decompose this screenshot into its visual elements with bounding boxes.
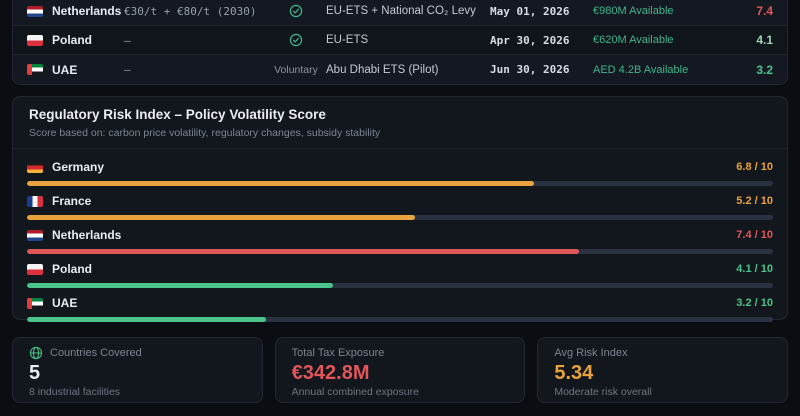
- globe-icon: [29, 346, 43, 360]
- scheme-cell: EU-ETS + National CO₂ Levy: [326, 5, 476, 17]
- flag-pl-icon: [27, 263, 43, 275]
- risk-chart: Germany 6.8 / 10 France 5.2 / 10 Netherlands…: [13, 149, 787, 322]
- risk-country-label: Poland: [52, 262, 93, 276]
- risk-bar-header: France 5.2 / 10: [27, 193, 773, 209]
- table-row[interactable]: Poland – EU-ETS Apr 30, 2026 €620M Available…: [13, 26, 787, 55]
- risk-bar-header: UAE 3.2 / 10: [27, 295, 773, 311]
- risk-bar-track: [27, 249, 773, 254]
- country-name: Netherlands: [52, 4, 122, 18]
- carbon-price-cell: –: [124, 63, 131, 76]
- risk-card-subtitle: Score based on: carbon price volatility,…: [29, 127, 381, 139]
- risk-bar-track: [27, 317, 773, 322]
- risk-bar-row: Germany 6.8 / 10: [27, 159, 773, 186]
- risk-score-label: 7.4 / 10: [736, 229, 773, 241]
- flag-nl-icon: [27, 5, 43, 17]
- risk-score-label: 6.8 / 10: [736, 161, 773, 173]
- risk-bar-track: [27, 181, 773, 186]
- stat-value: 5: [29, 362, 41, 384]
- risk-bar-fill: [27, 317, 266, 322]
- scheme-cell: EU-ETS: [326, 34, 369, 46]
- risk-bar-fill: [27, 181, 535, 186]
- risk-bar-header: Poland 4.1 / 10: [27, 261, 773, 277]
- flag-ae-icon: [27, 64, 43, 75]
- scheme-cell: Abu Dhabi ETS (Pilot): [326, 63, 439, 76]
- flag-nl-icon: [27, 229, 43, 241]
- risk-index-card: Regulatory Risk Index – Policy Volatilit…: [12, 96, 788, 322]
- risk-bar-fill: [27, 283, 333, 288]
- stat-label: Total Tax Exposure: [291, 347, 385, 359]
- country-name: Poland: [52, 33, 93, 47]
- risk-bar-header: Netherlands 7.4 / 10: [27, 227, 773, 243]
- country-cell: Poland: [27, 33, 124, 47]
- stat-value: 5.34: [554, 362, 594, 384]
- stat-card-1: Countries Covered 5 8 industrial facilitie…: [12, 337, 263, 403]
- table-row[interactable]: Netherlands €30/t + €80/t (2030) EU-ETS + …: [13, 0, 787, 26]
- risk-score-label: 3.2 / 10: [736, 297, 773, 309]
- risk-bar-row: France 5.2 / 10: [27, 193, 773, 220]
- stat-subtext: Moderate risk overall: [554, 386, 652, 398]
- country-cell: UAE: [27, 63, 124, 77]
- check-circle-icon: [289, 33, 303, 47]
- available-cell: €980M Available: [593, 5, 674, 17]
- flag-de-icon: [27, 161, 43, 173]
- risk-bar-fill: [27, 215, 415, 220]
- status-cell: [266, 33, 326, 47]
- stat-card-2: Total Tax Exposure €342.8M Annual combined…: [274, 337, 526, 403]
- carbon-price-cell: –: [124, 33, 131, 47]
- stat-label-row: Total Tax Exposure: [292, 346, 509, 360]
- risk-bar-track: [27, 215, 773, 220]
- risk-bar-row: UAE 3.2 / 10: [27, 295, 773, 322]
- available-cell: €620M Available: [593, 34, 674, 46]
- stat-label-row: Avg Risk Index: [554, 346, 771, 360]
- risk-country-label: Germany: [52, 160, 105, 174]
- status-cell: Voluntary: [266, 64, 326, 76]
- stats-row: Countries Covered 5 8 industrial facilitie…: [12, 337, 789, 403]
- risk-bar-fill: [27, 249, 580, 254]
- flag-pl-icon: [27, 34, 43, 46]
- risk-bar-track: [27, 283, 773, 288]
- risk-score-label: 5.2 / 10: [736, 195, 773, 207]
- available-cell: AED 4.2B Available: [593, 63, 689, 76]
- risk-bar-row: Poland 4.1 / 10: [27, 261, 773, 288]
- carbon-price-cell: €30/t + €80/t (2030): [124, 4, 257, 18]
- country-cell: Netherlands: [27, 4, 124, 18]
- stat-card-3: Avg Risk Index 5.34 Moderate risk overall: [537, 337, 789, 403]
- table-row[interactable]: UAE – Voluntary Abu Dhabi ETS (Pilot) Jun 30…: [13, 55, 787, 84]
- compliance-table: Netherlands €30/t + €80/t (2030) EU-ETS + …: [12, 0, 788, 85]
- risk-card-header: Regulatory Risk Index – Policy Volatilit…: [13, 97, 787, 149]
- score-cell: 7.4: [756, 4, 773, 18]
- country-name: UAE: [52, 62, 78, 77]
- risk-card-title: Regulatory Risk Index – Policy Volatilit…: [29, 107, 326, 122]
- score-cell: 3.2: [756, 62, 773, 77]
- risk-score-label: 4.1 / 10: [736, 263, 773, 275]
- check-circle-icon: [289, 4, 303, 18]
- stat-label: Countries Covered: [50, 347, 142, 359]
- stat-label: Avg Risk Index: [554, 347, 628, 359]
- risk-bar-header: Germany 6.8 / 10: [27, 159, 773, 175]
- stat-label-row: Countries Covered: [29, 346, 246, 360]
- risk-country-label: Netherlands: [52, 228, 122, 242]
- stat-subtext: 8 industrial facilities: [29, 386, 121, 398]
- deadline-cell: Jun 30, 2026: [490, 63, 570, 76]
- stat-value: €342.8M: [291, 362, 370, 384]
- deadline-cell: May 01, 2026: [490, 4, 570, 18]
- deadline-cell: Apr 30, 2026: [490, 33, 570, 47]
- risk-bar-row: Netherlands 7.4 / 10: [27, 227, 773, 254]
- flag-ae-icon: [27, 297, 43, 309]
- risk-country-label: UAE: [52, 296, 78, 310]
- stat-subtext: Annual combined exposure: [291, 386, 419, 398]
- status-cell: [266, 4, 326, 18]
- flag-fr-icon: [27, 195, 43, 207]
- status-label: Voluntary: [274, 63, 318, 76]
- score-cell: 4.1: [756, 33, 773, 47]
- risk-country-label: France: [52, 194, 92, 208]
